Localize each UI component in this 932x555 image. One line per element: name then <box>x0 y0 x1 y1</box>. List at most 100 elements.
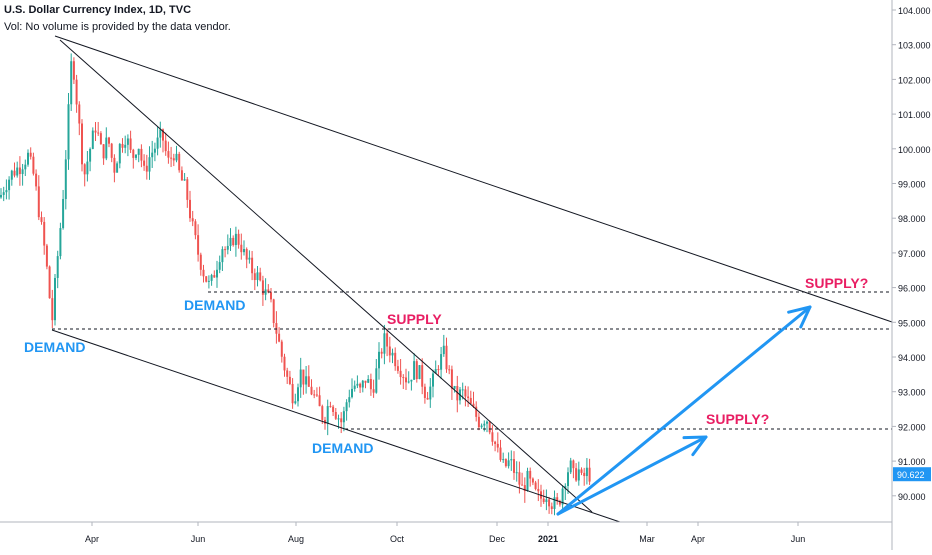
candle-body <box>437 369 440 371</box>
candle-body <box>575 468 578 481</box>
candle-body <box>194 221 197 236</box>
candle-body <box>545 499 548 503</box>
candle-body <box>54 277 56 321</box>
candle-body <box>245 249 248 260</box>
annotations-layer: DEMAND DEMAND DEMAND SUPPLY SUPPLY? SUPPLY? <box>24 275 868 456</box>
candle-body <box>407 381 410 383</box>
candle-body <box>126 138 129 145</box>
price-tick-label: 100.000 <box>898 145 931 155</box>
candle-body <box>145 165 148 172</box>
candle-body <box>486 421 488 424</box>
time-tick-label: Dec <box>489 534 506 544</box>
candle-body <box>118 143 121 164</box>
candle-body <box>542 498 545 503</box>
arrow-to-supply-far-head <box>787 305 812 329</box>
candle-body <box>440 354 443 370</box>
candle-body <box>45 245 48 267</box>
candle-body <box>410 379 413 382</box>
candle-body <box>329 406 332 408</box>
candle-body <box>315 394 318 396</box>
candle-body <box>240 244 243 253</box>
candle-body <box>180 170 183 181</box>
candle-body <box>461 389 464 391</box>
time-tick-label: Aug <box>288 534 304 544</box>
candle-body <box>32 156 35 174</box>
candle-body <box>421 365 424 387</box>
candle-body <box>140 148 143 161</box>
candle-body <box>51 298 54 321</box>
candles-layer <box>0 53 591 516</box>
candle-body <box>280 341 283 357</box>
candle-body <box>386 333 389 347</box>
candle-body <box>156 137 159 149</box>
candle-body <box>510 459 513 461</box>
candle-body <box>504 459 507 467</box>
candle-body <box>56 256 59 278</box>
time-tick-label: Apr <box>691 534 705 544</box>
candle-body <box>453 385 456 389</box>
demand-label: DEMAND <box>312 440 373 456</box>
candle-body <box>148 157 151 172</box>
candle-body <box>383 333 386 354</box>
candle-body <box>270 292 272 300</box>
candle-body <box>491 432 494 442</box>
candle-body <box>221 249 224 263</box>
price-tick-label: 93.000 <box>898 388 926 398</box>
candle-body <box>396 366 399 371</box>
candle-body <box>561 488 564 505</box>
candle-body <box>67 104 70 160</box>
candle-body <box>448 369 451 371</box>
lower-trendline <box>51 329 621 523</box>
candle-body <box>502 459 505 461</box>
candle-body <box>537 488 540 492</box>
candle-body <box>353 385 356 389</box>
price-tick-label: 103.000 <box>898 41 931 51</box>
candle-body <box>572 460 575 469</box>
price-tick-label: 101.000 <box>898 110 931 120</box>
candle-body <box>278 333 281 342</box>
price-tick-label: 95.000 <box>898 318 926 328</box>
candle-body <box>186 179 189 200</box>
candle-body <box>48 266 51 299</box>
candle-body <box>413 361 416 380</box>
candle-body <box>70 61 73 105</box>
candle-body <box>248 257 251 260</box>
candle-body <box>356 383 359 386</box>
candle-body <box>434 369 437 374</box>
volume-note: Vol: No volume is provided by the data v… <box>4 21 231 33</box>
candle-body <box>78 104 81 124</box>
candle-body <box>302 369 305 385</box>
candle-body <box>321 406 324 420</box>
candle-body <box>429 386 432 400</box>
candle-body <box>531 478 534 483</box>
price-tick-label: 97.000 <box>898 249 926 259</box>
candle-body <box>167 151 170 158</box>
candle-body <box>113 157 116 173</box>
candle-body <box>21 169 24 175</box>
price-tick-label: 99.000 <box>898 180 926 190</box>
candle-body <box>432 373 434 387</box>
price-tick-label: 104.000 <box>898 6 931 16</box>
candle-body <box>178 153 181 171</box>
candle-body <box>402 377 405 379</box>
candle-body <box>548 499 551 507</box>
candle-body <box>294 401 297 404</box>
candle-body <box>207 280 210 282</box>
candle-body <box>569 460 572 473</box>
candle-body <box>305 376 308 385</box>
candle-body <box>405 377 407 383</box>
candle-body <box>210 275 213 281</box>
candle-body <box>243 249 245 253</box>
candle-body <box>132 149 135 158</box>
candle-body <box>345 402 348 412</box>
arrow-to-supply-near <box>556 435 708 516</box>
candle-body <box>369 379 372 390</box>
candle-body <box>261 280 264 295</box>
candle-body <box>264 289 267 295</box>
candle-body <box>337 418 340 420</box>
candle-body <box>464 389 467 397</box>
candle-body <box>326 406 329 424</box>
candle-body <box>391 352 394 356</box>
